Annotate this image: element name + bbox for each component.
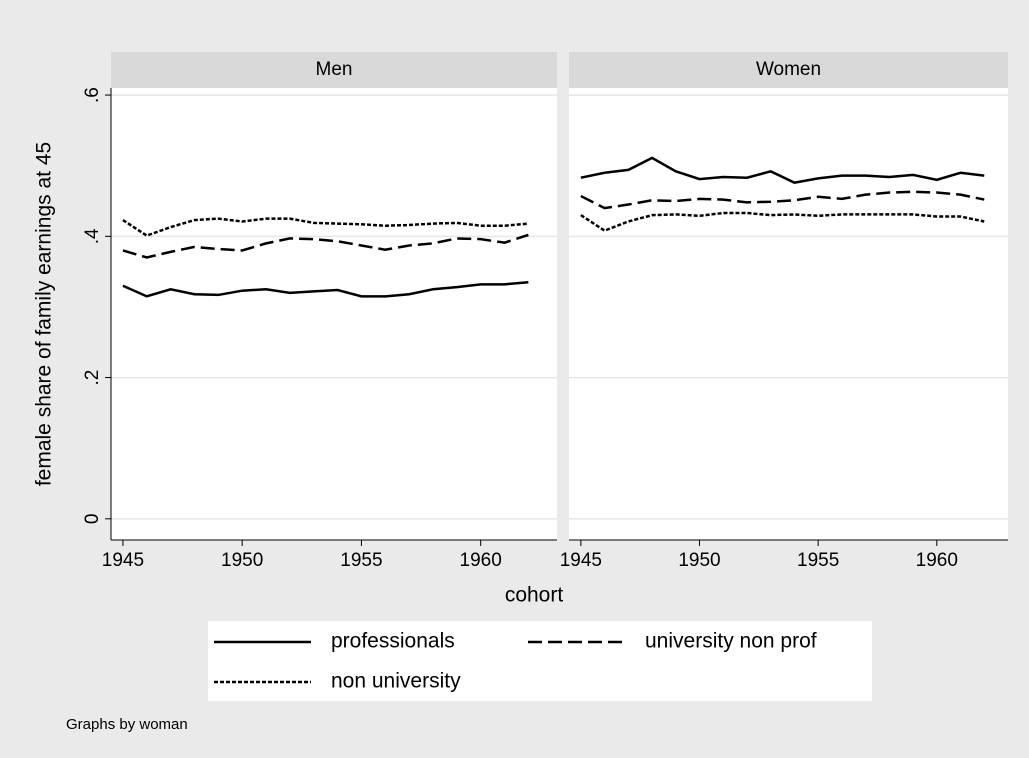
legend-box (208, 621, 872, 701)
y-tick-label: .2 (82, 370, 103, 386)
legend-label: professionals (331, 630, 455, 653)
y-tick-label: .6 (82, 87, 103, 103)
plot-area (111, 88, 557, 540)
x-tick-label: 1955 (340, 550, 382, 571)
x-tick-label: 1960 (460, 550, 502, 571)
x-axis-title: cohort (505, 584, 564, 607)
line-series (580, 190, 985, 210)
panel-title: Men (316, 59, 353, 80)
x-tick-label: 1950 (221, 550, 263, 571)
note: Graphs by woman (66, 716, 188, 733)
line-series (122, 233, 529, 259)
panel-title: Women (756, 59, 821, 80)
y-axis-title: female share of family earnings at 45 (33, 142, 56, 486)
line-series (580, 156, 985, 184)
x-tick-label: 1950 (678, 550, 720, 571)
y-tick-label: 0 (82, 514, 103, 525)
x-tick-label: 1955 (797, 550, 839, 571)
x-tick-label: 1945 (560, 550, 602, 571)
panel-strip (569, 52, 1008, 88)
line-series (122, 280, 529, 298)
x-tick-label: 1945 (102, 550, 144, 571)
y-tick-label: .4 (82, 228, 103, 244)
line-series (122, 217, 529, 237)
legend-label: university non prof (645, 630, 817, 653)
x-tick-label: 1960 (916, 550, 958, 571)
panel-strip (111, 52, 557, 88)
line-series (580, 211, 985, 233)
plot-area (569, 88, 1008, 540)
legend-label: non university (331, 670, 461, 693)
